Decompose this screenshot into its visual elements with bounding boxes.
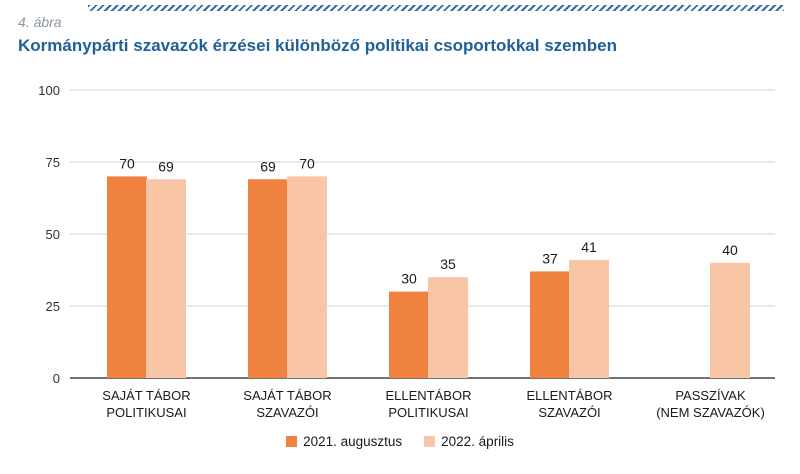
bar-value-label: 69 <box>158 158 174 174</box>
bar-value-label: 41 <box>581 239 597 255</box>
x-category-label: (NEM SZAVAZÓK) <box>656 405 765 420</box>
x-category-label: SAJÁT TÁBOR <box>102 388 190 403</box>
chart-title: Kormánypárti szavazók érzései különböző … <box>18 36 617 55</box>
y-tick-label: 50 <box>46 227 60 242</box>
x-category-label: SZAVAZÓI <box>256 405 318 420</box>
legend-swatch-2022 <box>424 436 436 447</box>
bar-value-label: 69 <box>260 158 276 174</box>
legend-item-2022: 2022. április <box>424 434 514 449</box>
x-category-label: POLITIKUSAI <box>106 405 186 420</box>
bar-2022 <box>146 179 186 378</box>
x-category-label: ELLENTÁBOR <box>386 388 472 403</box>
y-tick-label: 100 <box>38 83 60 98</box>
x-category-label: PASSZÍVAK <box>675 388 746 403</box>
chart-legend: 2021. augusztus 2022. április <box>0 434 800 449</box>
bar-value-label: 30 <box>401 271 417 287</box>
legend-label-2021: 2021. augusztus <box>303 434 403 449</box>
legend-swatch-2021 <box>286 436 298 447</box>
x-category-label: SAJÁT TÁBOR <box>243 388 331 403</box>
bar-value-label: 35 <box>440 256 456 272</box>
y-tick-label: 75 <box>46 155 60 170</box>
x-category-label: ELLENTÁBOR <box>527 388 613 403</box>
figure-label: 4. ábra <box>18 14 62 30</box>
y-tick-label: 0 <box>53 371 60 386</box>
bar-2022 <box>287 176 327 378</box>
bar-value-label: 70 <box>119 155 135 171</box>
bar-value-label: 37 <box>542 250 558 266</box>
bar-value-label: 70 <box>299 155 315 171</box>
header-hatch-decoration <box>88 5 784 11</box>
bar-2021 <box>248 179 288 378</box>
legend-label-2022: 2022. április <box>441 434 514 449</box>
bar-2021 <box>530 271 570 378</box>
legend-item-2021: 2021. augusztus <box>286 434 402 449</box>
x-category-label: POLITIKUSAI <box>388 405 468 420</box>
y-tick-label: 25 <box>46 299 60 314</box>
bar-2021 <box>389 291 429 378</box>
x-category-label: SZAVAZÓI <box>538 405 600 420</box>
bar-2022 <box>428 277 468 378</box>
bar-2022 <box>569 259 609 378</box>
bar-value-label: 40 <box>722 242 738 258</box>
bar-2022 <box>710 262 750 378</box>
bar-2021 <box>107 176 147 378</box>
